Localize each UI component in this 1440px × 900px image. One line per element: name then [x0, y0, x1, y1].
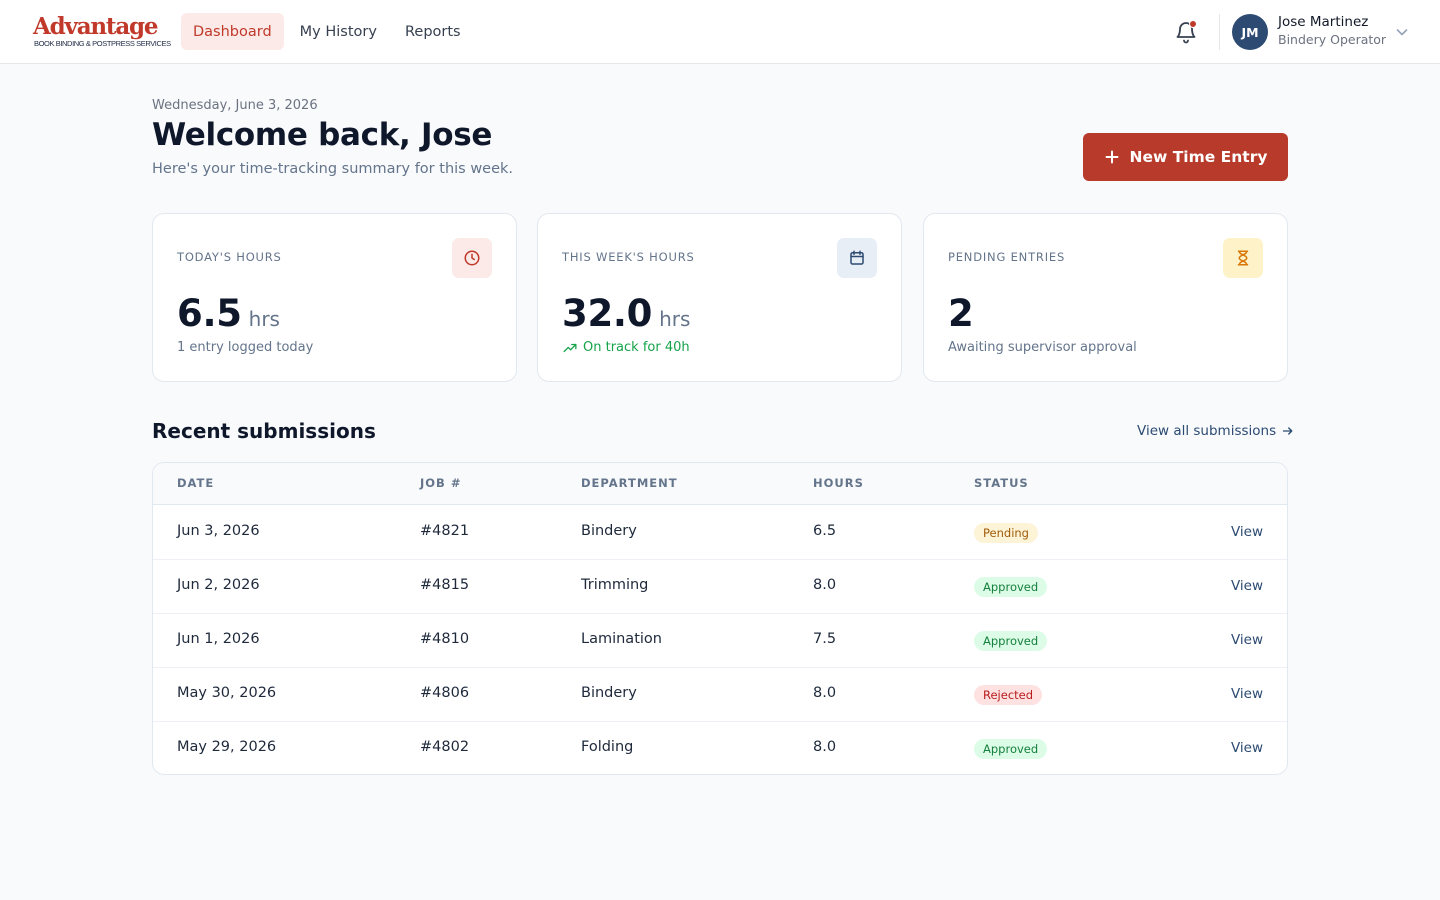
new-time-entry-label: New Time Entry	[1129, 148, 1268, 166]
table-row[interactable]: Jun 3, 2026 #4821 Bindery 6.5 Pending Vi…	[153, 506, 1287, 560]
page-subtitle: Here's your time-tracking summary for th…	[152, 161, 514, 177]
brand-tagline: BOOK BINDING & POSTPRESS SERVICES	[34, 39, 171, 48]
column-header-status: STATUS	[974, 476, 1029, 490]
stat-value: 6.5 hrs	[177, 292, 280, 335]
section-title: Recent submissions	[152, 419, 376, 443]
cell-date: Jun 3, 2026	[177, 523, 260, 539]
cell-date: Jun 2, 2026	[177, 577, 260, 593]
cell-department: Lamination	[581, 631, 662, 647]
stat-card-pending: PENDING ENTRIES 2 Awaiting supervisor ap…	[923, 213, 1288, 382]
submissions-table: DATE JOB # DEPARTMENT HOURS STATUS Jun 3…	[152, 462, 1288, 775]
cell-hours: 8.0	[813, 739, 837, 755]
view-all-submissions-link[interactable]: View all submissions	[1137, 423, 1294, 439]
stat-unit: hrs	[659, 307, 691, 331]
clock-icon	[452, 238, 492, 278]
user-role: Bindery Operator	[1278, 32, 1387, 47]
status-badge: Rejected	[974, 685, 1043, 705]
cell-department: Trimming	[581, 577, 649, 593]
stat-note: Awaiting supervisor approval	[948, 340, 1137, 355]
view-link[interactable]: View	[1230, 632, 1263, 648]
stat-unit: hrs	[248, 307, 280, 331]
cell-date: Jun 1, 2026	[177, 631, 260, 647]
main-nav: Dashboard My History Reports	[181, 13, 473, 50]
column-header-hours: HOURS	[813, 476, 864, 490]
table-row[interactable]: Jun 2, 2026 #4815 Trimming 8.0 Approved …	[153, 560, 1287, 614]
nav-item-dashboard[interactable]: Dashboard	[181, 13, 284, 50]
column-header-department: DEPARTMENT	[581, 476, 678, 490]
stat-number: 32.0	[562, 292, 653, 335]
stat-note: 1 entry logged today	[177, 340, 314, 355]
stat-label: TODAY'S HOURS	[177, 250, 282, 264]
chevron-down-icon[interactable]	[1394, 24, 1410, 40]
stat-note: On track for 40h	[583, 340, 690, 355]
cell-date: May 29, 2026	[177, 739, 277, 755]
cell-hours: 8.0	[813, 685, 837, 701]
nav-item-reports[interactable]: Reports	[404, 23, 461, 40]
cell-hours: 7.5	[813, 631, 837, 647]
column-header-job: JOB #	[420, 476, 462, 490]
status-badge: Approved	[974, 739, 1048, 759]
status-badge: Pending	[974, 523, 1038, 543]
cell-department: Bindery	[581, 523, 637, 539]
stat-value: 2	[948, 292, 974, 335]
table-header: DATE JOB # DEPARTMENT HOURS STATUS	[153, 463, 1287, 505]
page-title: Welcome back, Jose	[152, 117, 493, 153]
stat-label: THIS WEEK'S HOURS	[562, 250, 695, 264]
status-badge: Approved	[974, 577, 1048, 597]
avatar[interactable]: JM	[1232, 14, 1268, 50]
view-all-label: View all submissions	[1137, 423, 1277, 439]
nav-item-my-history[interactable]: My History	[299, 23, 377, 40]
cell-department: Folding	[581, 739, 634, 755]
brand-name: Advantage	[33, 13, 159, 40]
new-time-entry-button[interactable]: New Time Entry	[1083, 133, 1288, 181]
table-row[interactable]: May 29, 2026 #4802 Folding 8.0 Approved …	[153, 722, 1287, 774]
notification-bell-icon[interactable]	[1174, 20, 1198, 44]
stat-value: 32.0 hrs	[562, 292, 690, 335]
user-name[interactable]: Jose Martinez	[1278, 14, 1369, 30]
cell-hours: 8.0	[813, 577, 837, 593]
stat-card-today: TODAY'S HOURS 6.5 hrs 1 entry logged tod…	[152, 213, 517, 382]
current-date: Wednesday, June 3, 2026	[152, 98, 318, 113]
cell-job: #4821	[420, 523, 470, 539]
stat-card-week: THIS WEEK'S HOURS 32.0 hrs On track for …	[537, 213, 902, 382]
trending-up-icon	[563, 343, 577, 352]
column-header-date: DATE	[177, 476, 215, 490]
hourglass-icon	[1223, 238, 1263, 278]
table-row[interactable]: Jun 1, 2026 #4810 Lamination 7.5 Approve…	[153, 614, 1287, 668]
view-link[interactable]: View	[1230, 578, 1263, 594]
cell-job: #4802	[420, 739, 470, 755]
stat-trend: On track for 40h	[562, 340, 690, 355]
view-link[interactable]: View	[1230, 686, 1263, 702]
arrow-right-icon	[1282, 427, 1293, 435]
cell-hours: 6.5	[813, 523, 837, 539]
stat-number: 6.5	[177, 292, 242, 335]
table-row[interactable]: May 30, 2026 #4806 Bindery 8.0 Rejected …	[153, 668, 1287, 722]
cell-job: #4815	[420, 577, 470, 593]
cell-job: #4810	[420, 631, 470, 647]
top-bar: Advantage BOOK BINDING & POSTPRESS SERVI…	[0, 0, 1440, 64]
stat-label: PENDING ENTRIES	[948, 250, 1066, 264]
view-link[interactable]: View	[1230, 524, 1263, 540]
status-badge: Approved	[974, 631, 1048, 651]
cell-department: Bindery	[581, 685, 637, 701]
stat-number: 2	[948, 292, 974, 335]
calendar-icon	[837, 238, 877, 278]
view-link[interactable]: View	[1230, 740, 1263, 756]
brand-logo[interactable]: Advantage BOOK BINDING & POSTPRESS SERVI…	[32, 14, 171, 50]
header-divider	[1219, 14, 1220, 50]
plus-icon	[1105, 150, 1119, 164]
cell-job: #4806	[420, 685, 470, 701]
notification-dot	[1189, 20, 1197, 28]
cell-date: May 30, 2026	[177, 685, 277, 701]
